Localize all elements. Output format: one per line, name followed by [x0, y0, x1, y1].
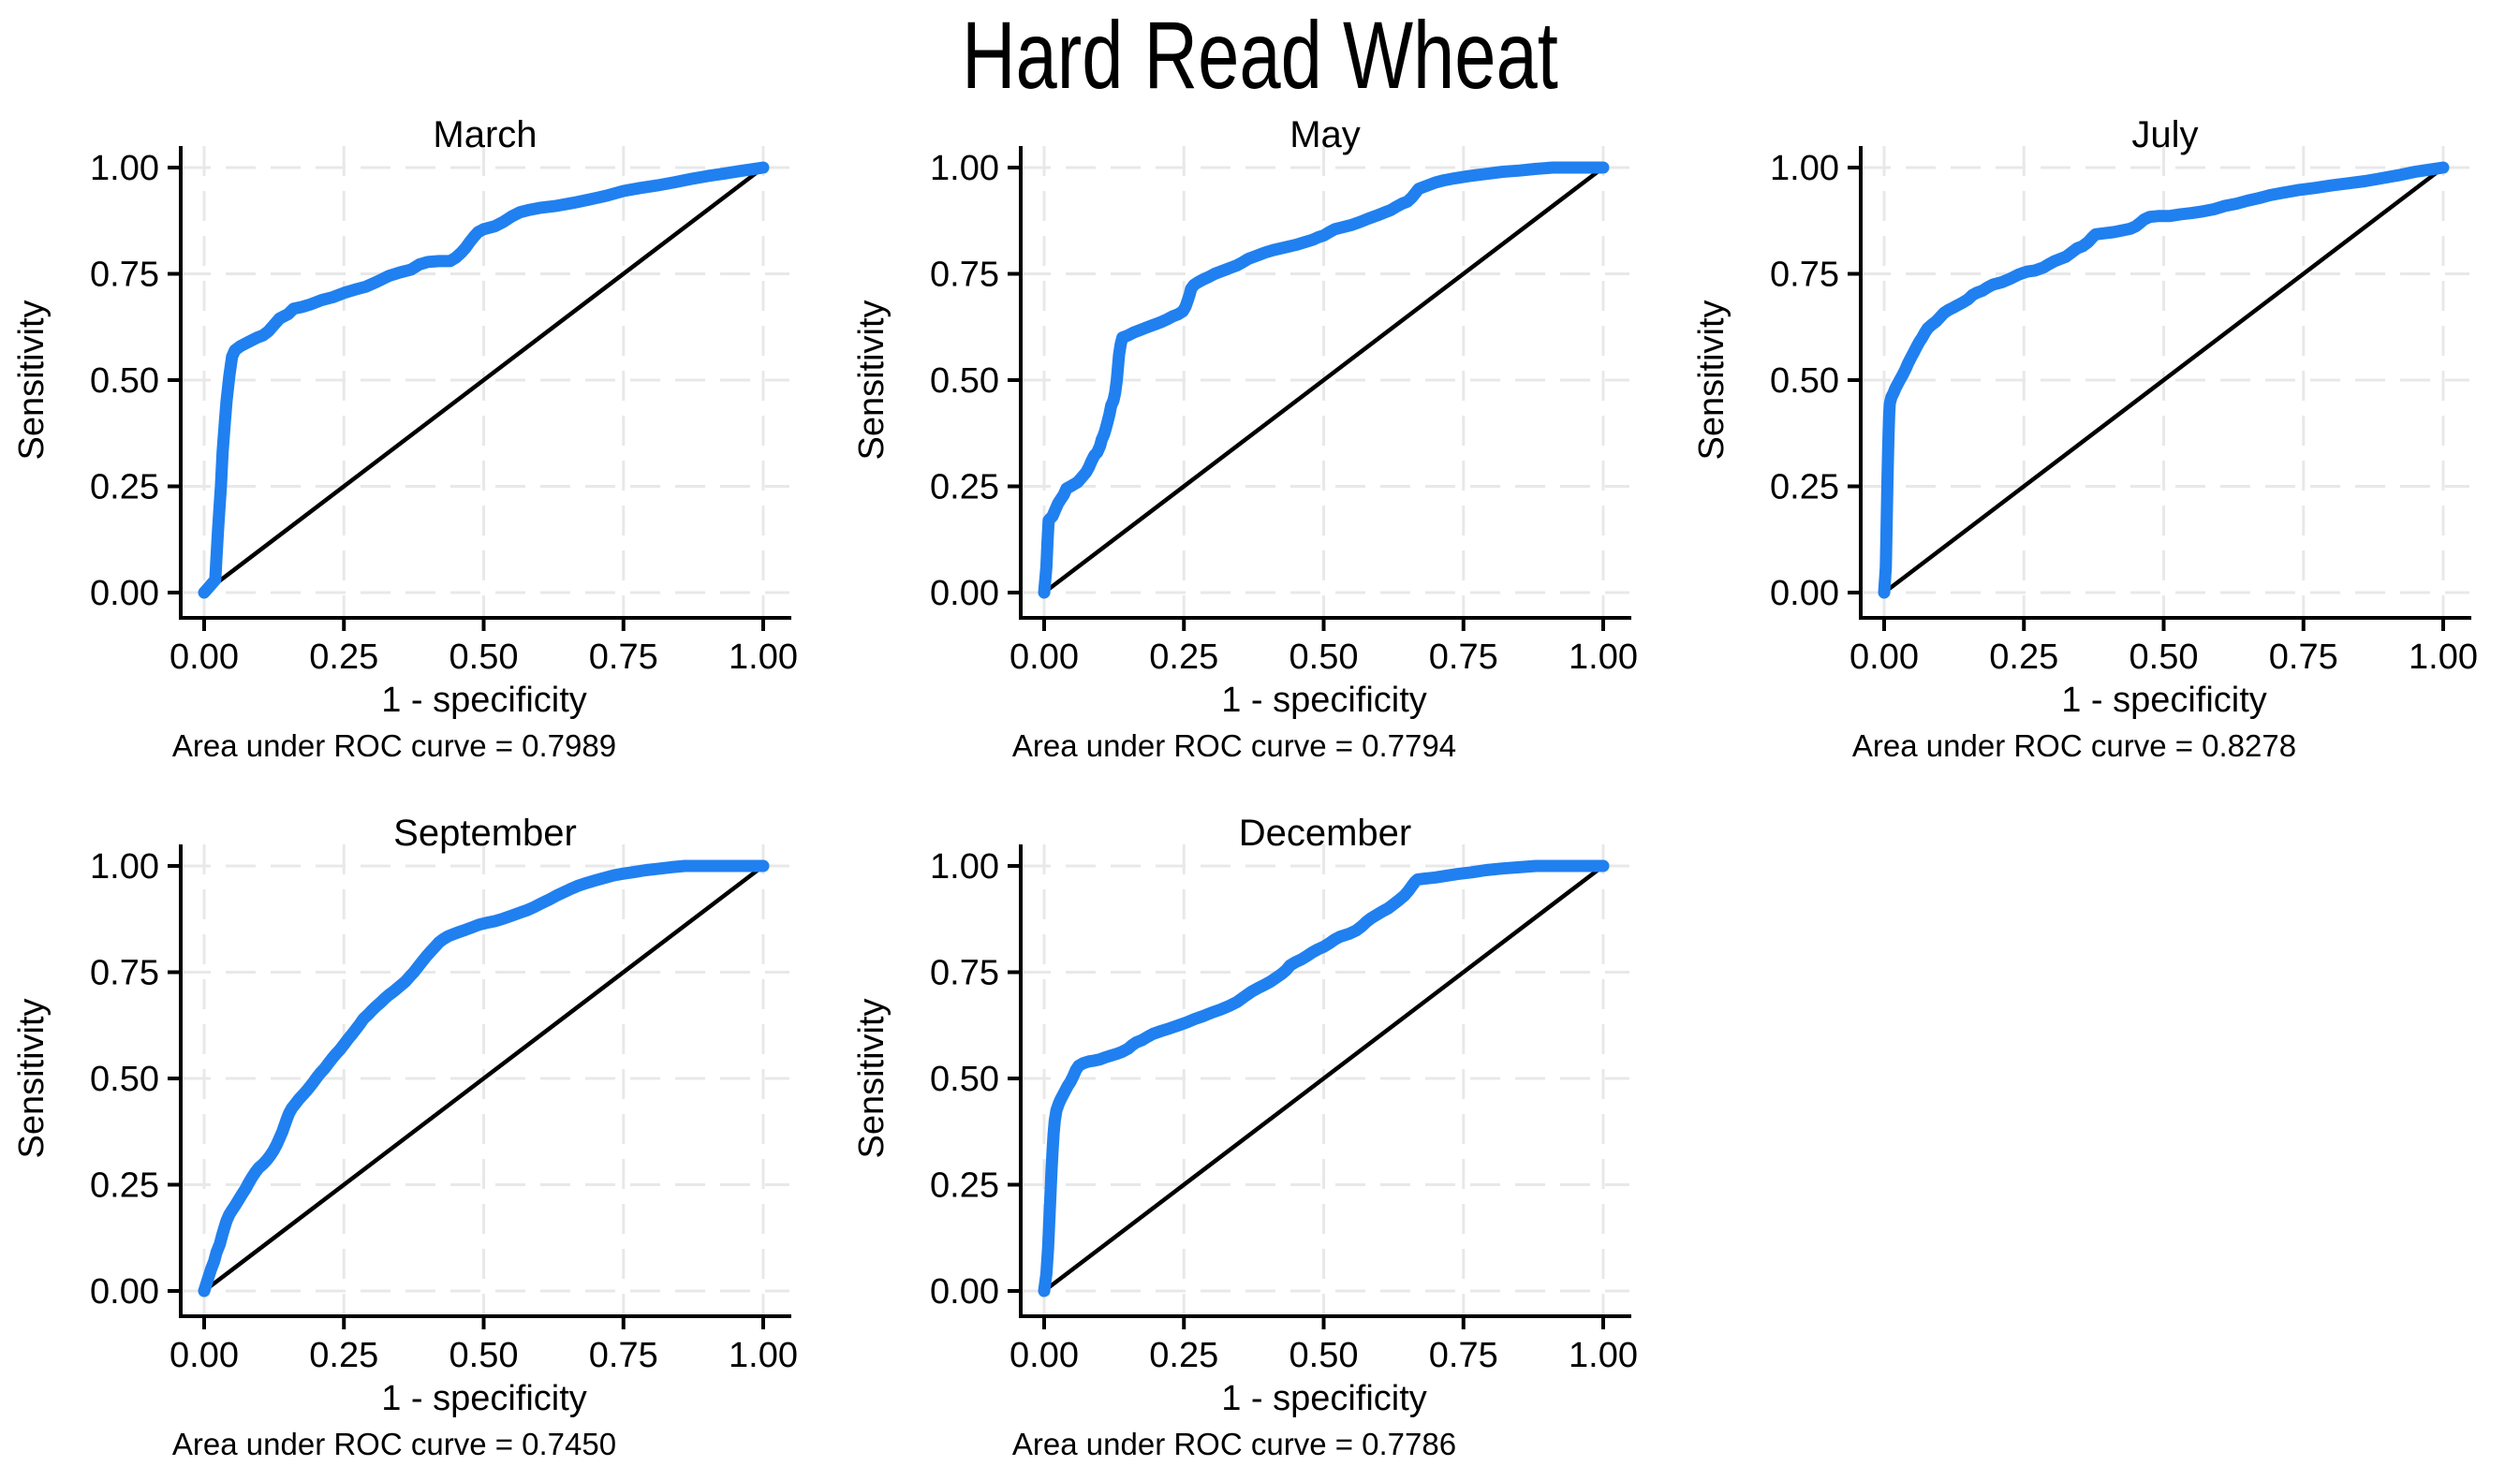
- roc-chart-september: 0.00 0.00 0.25 0.25 0.50 0.50 0.75 0.75 1.00 1.00…: [0, 788, 840, 1481]
- x-tick-label: 0.00: [1009, 638, 1079, 677]
- y-tick-label: 0.00: [930, 1272, 999, 1312]
- y-tick-label: 0.00: [90, 574, 159, 613]
- y-axis-title: Sensitivity: [852, 300, 892, 460]
- y-tick-label: 1.00: [90, 149, 159, 188]
- auc-note: Area under ROC curve = 0.7450: [172, 1427, 616, 1461]
- diagonal-reference-line: [201, 863, 766, 1294]
- x-tick-label: 0.00: [169, 1336, 239, 1375]
- x-tick-label: 0.75: [2269, 638, 2338, 677]
- roc-chart-march: 0.00 0.00 0.25 0.25 0.50 0.50 0.75 0.75 1.00 1.00…: [0, 90, 840, 788]
- diagonal-reference-line: [201, 165, 766, 595]
- x-tick-label: 1.00: [1569, 638, 1638, 677]
- y-tick-label: 0.50: [1770, 361, 1839, 401]
- y-axis-title: Sensitivity: [12, 998, 52, 1158]
- y-axis-title: Sensitivity: [852, 998, 892, 1158]
- x-axis-title: 1 - specificity: [381, 1379, 587, 1418]
- x-tick-label: 0.00: [1849, 638, 1919, 677]
- y-tick-label: 0.00: [930, 574, 999, 613]
- y-tick-label: 1.00: [1770, 149, 1839, 188]
- y-tick-label: 1.00: [90, 847, 159, 887]
- y-tick-label: 0.75: [1770, 256, 1839, 295]
- roc-plot: 0.00 0.00 0.25 0.25 0.50 0.50 0.75 0.75 1.00 1.00…: [852, 813, 1638, 1461]
- x-tick-label: 1.00: [1569, 1336, 1638, 1375]
- y-tick-label: 0.25: [90, 468, 159, 507]
- y-tick-label: 0.25: [930, 1166, 999, 1206]
- x-tick-label: 0.00: [1009, 1336, 1079, 1375]
- gridlines: [181, 146, 789, 618]
- roc-plot: 0.00 0.00 0.25 0.25 0.50 0.50 0.75 0.75 1.00 1.00…: [1692, 114, 2478, 763]
- x-tick-label: 0.25: [309, 638, 378, 677]
- y-axis-title: Sensitivity: [12, 300, 52, 460]
- x-tick-label: 0.25: [309, 1336, 378, 1375]
- roc-chart-december: 0.00 0.00 0.25 0.25 0.50 0.50 0.75 0.75 1.00 1.00…: [840, 788, 1680, 1481]
- y-tick-label: 0.50: [90, 1060, 159, 1099]
- x-tick-label: 0.50: [2129, 638, 2199, 677]
- x-tick-label: 0.25: [1149, 638, 1218, 677]
- x-tick-label: 1.00: [2409, 638, 2478, 677]
- x-axis-title: 1 - specificity: [1221, 681, 1427, 720]
- y-tick-label: 1.00: [930, 149, 999, 188]
- x-axis-title: 1 - specificity: [1221, 1379, 1427, 1418]
- x-tick-label: 0.75: [589, 638, 658, 677]
- auc-note: Area under ROC curve = 0.7786: [1012, 1427, 1456, 1461]
- roc-curve: [198, 161, 770, 599]
- subplot-title: December: [1239, 813, 1412, 854]
- roc-curve: [198, 859, 770, 1298]
- subplot-title: July: [2131, 114, 2198, 155]
- auc-note: Area under ROC curve = 0.7989: [172, 728, 616, 763]
- x-tick-label: 0.25: [1149, 1336, 1218, 1375]
- y-tick-label: 0.75: [930, 954, 999, 993]
- diagonal-reference-line: [1041, 165, 1606, 595]
- x-tick-label: 0.00: [169, 638, 239, 677]
- y-tick-label: 0.75: [930, 256, 999, 295]
- y-tick-label: 0.00: [90, 1272, 159, 1312]
- x-tick-label: 0.75: [1429, 1336, 1498, 1375]
- roc-curve: [1878, 161, 2450, 599]
- y-tick-label: 0.50: [90, 361, 159, 401]
- roc-chart-july: 0.00 0.00 0.25 0.25 0.50 0.50 0.75 0.75 1.00 1.00…: [1680, 90, 2520, 788]
- roc-curve: [1038, 161, 1610, 599]
- roc-plot: 0.00 0.00 0.25 0.25 0.50 0.50 0.75 0.75 1.00 1.00…: [852, 114, 1638, 763]
- roc-chart-may: 0.00 0.00 0.25 0.25 0.50 0.50 0.75 0.75 1.00 1.00…: [840, 90, 1680, 788]
- x-axis-title: 1 - specificity: [2061, 681, 2267, 720]
- y-tick-label: 0.25: [930, 468, 999, 507]
- x-tick-label: 0.75: [589, 1336, 658, 1375]
- y-tick-label: 0.50: [930, 1060, 999, 1099]
- auc-note: Area under ROC curve = 0.8278: [1852, 728, 2296, 763]
- x-tick-label: 0.50: [449, 1336, 519, 1375]
- diagonal-reference-line: [1881, 165, 2446, 595]
- roc-plot: 0.00 0.00 0.25 0.25 0.50 0.50 0.75 0.75 1.00 1.00…: [12, 114, 798, 763]
- figure-title: Hard Read Wheat: [962, 2, 1558, 109]
- roc-curve: [1038, 859, 1610, 1298]
- subplot-title: May: [1289, 114, 1361, 155]
- y-tick-label: 0.50: [930, 361, 999, 401]
- auc-note: Area under ROC curve = 0.7794: [1012, 728, 1456, 763]
- x-tick-label: 0.50: [1289, 638, 1359, 677]
- y-tick-label: 0.75: [90, 954, 159, 993]
- y-tick-label: 0.00: [1770, 574, 1839, 613]
- y-tick-label: 0.75: [90, 256, 159, 295]
- x-tick-label: 0.75: [1429, 638, 1498, 677]
- y-tick-label: 0.25: [1770, 468, 1839, 507]
- y-tick-label: 0.25: [90, 1166, 159, 1206]
- x-tick-label: 1.00: [729, 638, 798, 677]
- roc-plot: 0.00 0.00 0.25 0.25 0.50 0.50 0.75 0.75 1.00 1.00…: [12, 813, 798, 1461]
- subplot-title: March: [433, 114, 537, 155]
- diagonal-reference-line: [1041, 863, 1606, 1294]
- subplot-title: September: [393, 813, 577, 854]
- x-tick-label: 0.50: [449, 638, 519, 677]
- y-tick-label: 1.00: [930, 847, 999, 887]
- x-tick-label: 0.25: [1989, 638, 2058, 677]
- y-axis-title: Sensitivity: [1692, 300, 1732, 460]
- x-axis-title: 1 - specificity: [381, 681, 587, 720]
- x-tick-label: 1.00: [729, 1336, 798, 1375]
- x-tick-label: 0.50: [1289, 1336, 1359, 1375]
